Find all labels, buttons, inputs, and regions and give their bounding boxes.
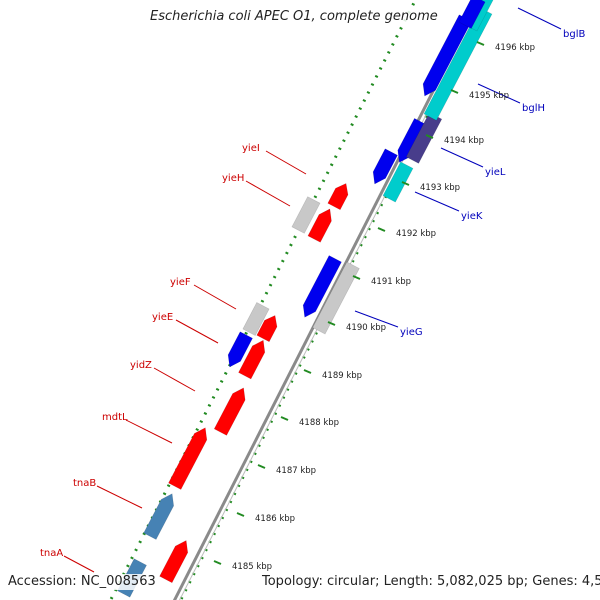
tick-dots-inner	[178, 0, 488, 600]
callout-line-yieL	[440, 147, 484, 168]
feature-yieF	[242, 302, 270, 336]
gene-label-yieG: yieG	[400, 327, 423, 338]
feature-yieK-2	[382, 161, 414, 203]
gene-label-yieH: yieH	[222, 173, 244, 184]
tick-mark-7	[377, 227, 386, 232]
map-title: Escherichia coli APEC O1, complete genom…	[150, 9, 438, 24]
tick-mark-11	[476, 41, 485, 46]
gene-features	[117, 0, 494, 598]
callout-line-yidZ	[153, 367, 196, 392]
tick-label-1: 4186 kbp	[255, 514, 295, 524]
callout-line-tnaA	[63, 555, 95, 573]
feature-yieG	[312, 261, 360, 335]
feature-yieH	[291, 196, 321, 234]
feature-yieE	[227, 331, 253, 368]
tick-label-10: 4195 kbp	[469, 91, 509, 101]
tick-mark-10	[450, 89, 459, 94]
callout-line-tnaB	[96, 485, 143, 509]
gene-label-yieL: yieL	[485, 167, 506, 178]
summary-label: Topology: circular; Length: 5,082,025 bp…	[262, 574, 600, 590]
gene-label-tnaA: tnaA	[40, 548, 63, 559]
feature-bglB-rev	[458, 0, 486, 29]
tick-label-9: 4194 kbp	[444, 136, 484, 146]
tick-mark-3	[280, 416, 289, 421]
tick-label-5: 4190 kbp	[346, 323, 386, 333]
feature-yieG-rev	[302, 255, 342, 318]
gene-label-yieE: yieE	[152, 312, 173, 323]
feature-tnaA	[159, 540, 189, 584]
tick-label-7: 4192 kbp	[396, 229, 436, 239]
tick-mark-4	[303, 369, 312, 374]
tick-mark-2	[257, 464, 266, 469]
callout-line-yieK	[414, 191, 460, 212]
tick-label-3: 4188 kbp	[299, 418, 339, 428]
tick-label-4: 4189 kbp	[322, 371, 362, 381]
gene-label-yidZ: yidZ	[130, 360, 152, 371]
gene-callouts: tnaA tnaB mdtL yidZ yieE yieF yieH yieI yieG yieK…	[40, 7, 585, 573]
feature-yieH-2	[307, 208, 332, 243]
callout-line-yieF	[193, 284, 237, 310]
tick-mark-0	[213, 560, 222, 565]
feature-tnaB	[143, 493, 174, 540]
gene-label-bglB: bglB	[563, 29, 585, 40]
gene-label-tnaB: tnaB	[73, 478, 96, 489]
callout-line-yieH	[245, 180, 291, 207]
accession-label: Accession: NC_008563	[8, 574, 156, 590]
gene-label-yieF: yieF	[170, 277, 191, 288]
feature-yieI	[327, 183, 349, 211]
tick-label-11: 4196 kbp	[495, 43, 535, 53]
tick-label-2: 4187 kbp	[276, 466, 316, 476]
callout-line-yieE	[175, 319, 219, 344]
callout-line-yieG	[354, 310, 399, 328]
tick-label-8: 4193 kbp	[420, 183, 460, 193]
tick-mark-5	[327, 321, 336, 326]
callout-line-bglH	[477, 83, 521, 104]
feature-mdtL	[168, 427, 208, 490]
tick-mark-6	[352, 275, 361, 280]
tick-label-0: 4185 kbp	[232, 562, 272, 572]
callout-line-yieI	[265, 150, 307, 175]
tick-dots-outer	[108, 0, 418, 600]
gene-label-yieK: yieK	[461, 211, 483, 222]
feature-yieF-2	[256, 315, 278, 343]
tick-labels: 4185 kbp 4186 kbp 4187 kbp 4188 kbp 4189 kbp…	[213, 41, 535, 572]
gene-label-yieI: yieI	[242, 143, 260, 154]
feature-yieK	[372, 148, 398, 185]
tick-mark-9	[425, 134, 434, 139]
feature-yieE-2	[238, 339, 266, 380]
feature-bglH	[423, 7, 493, 121]
gene-label-mdtL: mdtL	[102, 412, 128, 423]
callout-line-bglB	[517, 7, 562, 30]
tick-label-6: 4191 kbp	[371, 277, 411, 287]
feature-yidZ	[213, 387, 246, 436]
tick-mark-8	[401, 181, 410, 186]
gene-label-bglH: bglH	[522, 103, 545, 114]
feature-yieL-2	[405, 112, 443, 164]
callout-line-mdtL	[125, 419, 173, 444]
tick-mark-1	[236, 512, 245, 517]
